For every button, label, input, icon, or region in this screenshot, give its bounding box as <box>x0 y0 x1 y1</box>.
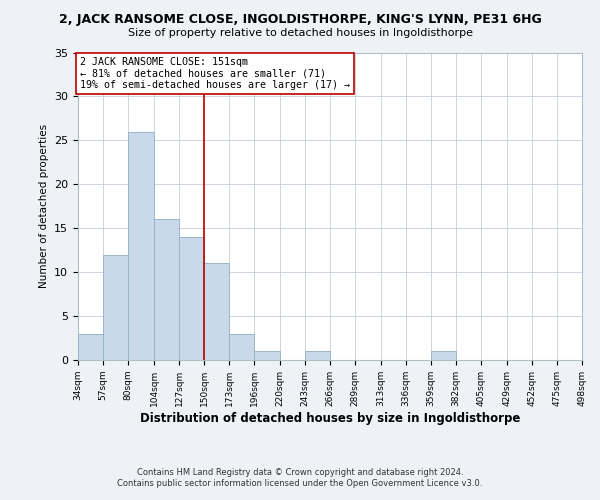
Bar <box>128 132 154 360</box>
Bar <box>229 334 254 360</box>
Bar <box>204 264 229 360</box>
Text: Contains HM Land Registry data © Crown copyright and database right 2024.
Contai: Contains HM Land Registry data © Crown c… <box>118 468 482 487</box>
Bar <box>78 334 103 360</box>
Y-axis label: Number of detached properties: Number of detached properties <box>38 124 49 288</box>
Text: 2, JACK RANSOME CLOSE, INGOLDISTHORPE, KING'S LYNN, PE31 6HG: 2, JACK RANSOME CLOSE, INGOLDISTHORPE, K… <box>59 12 541 26</box>
Text: 2 JACK RANSOME CLOSE: 151sqm
← 81% of detached houses are smaller (71)
19% of se: 2 JACK RANSOME CLOSE: 151sqm ← 81% of de… <box>80 57 350 90</box>
Bar <box>305 351 330 360</box>
Bar <box>103 254 128 360</box>
Text: Size of property relative to detached houses in Ingoldisthorpe: Size of property relative to detached ho… <box>128 28 473 38</box>
Bar <box>431 351 456 360</box>
Bar <box>154 220 179 360</box>
Bar <box>179 237 204 360</box>
X-axis label: Distribution of detached houses by size in Ingoldisthorpe: Distribution of detached houses by size … <box>140 412 520 424</box>
Bar <box>254 351 280 360</box>
